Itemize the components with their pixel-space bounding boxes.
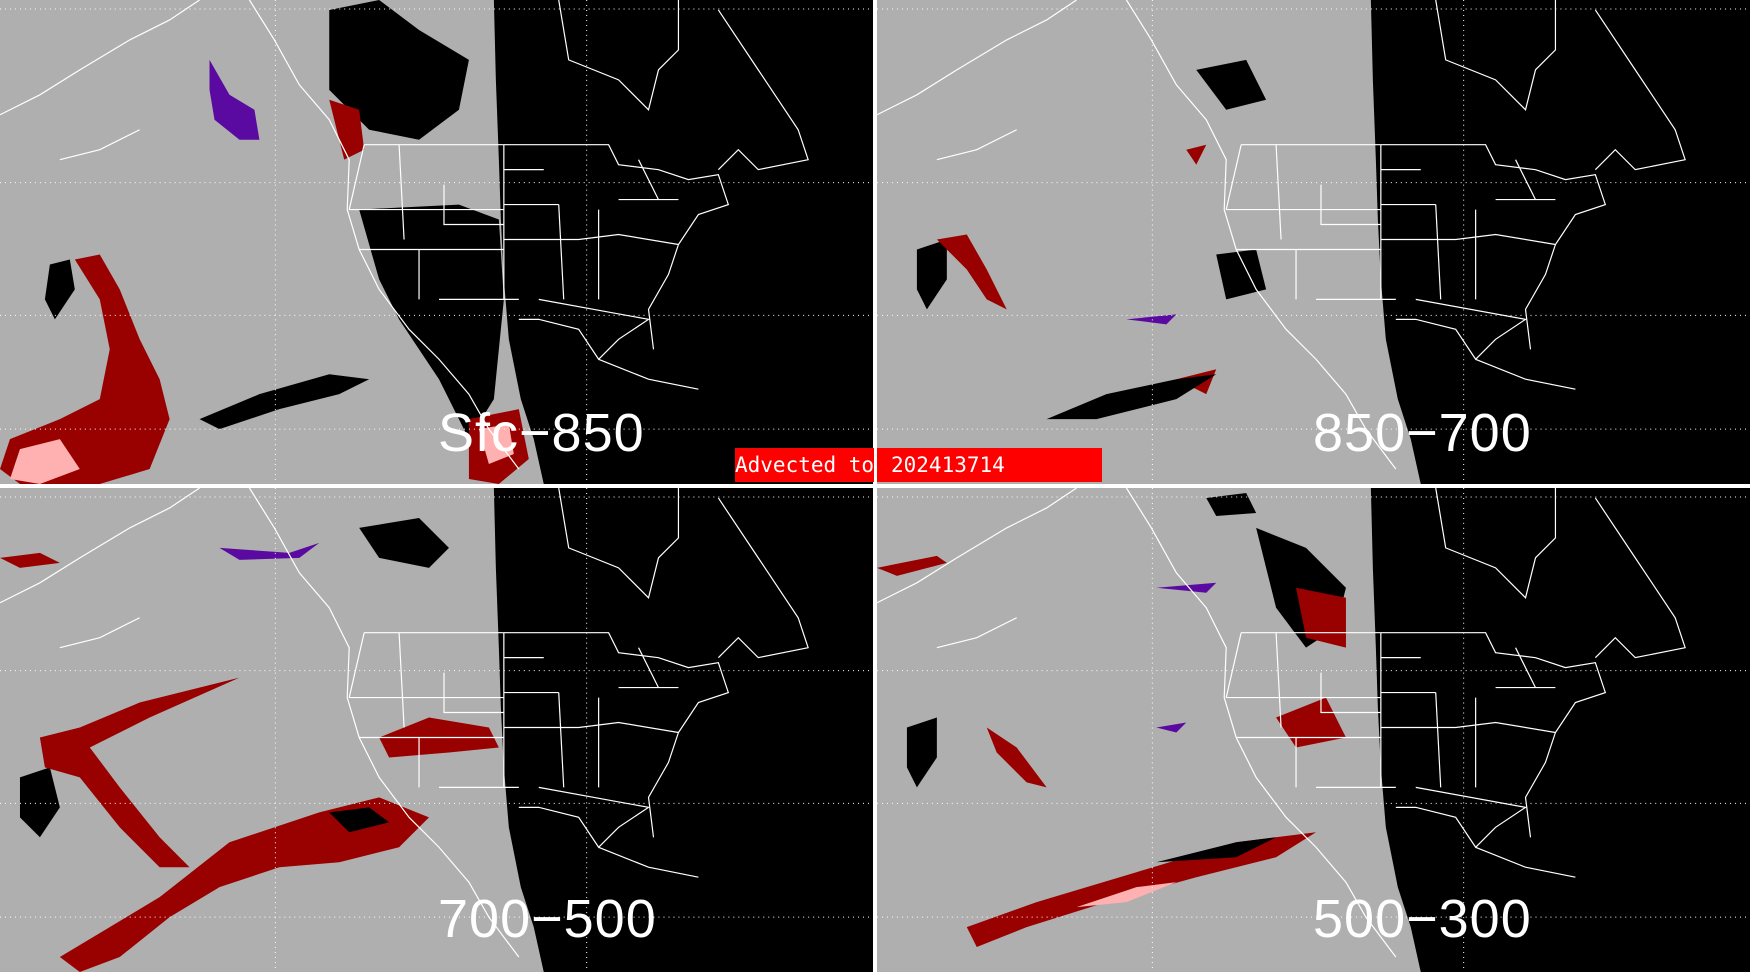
cloud-mask-region bbox=[1196, 59, 1267, 110]
cloud-mask-region bbox=[1046, 374, 1217, 420]
map-outline bbox=[1225, 144, 1396, 300]
map-outline bbox=[1380, 632, 1607, 878]
panel-label: 850−700 bbox=[1313, 403, 1532, 463]
map-850-700 bbox=[877, 0, 1750, 484]
cloud-mask-region bbox=[1206, 492, 1257, 516]
cloud-mask-region bbox=[0, 254, 170, 484]
panel-divider bbox=[874, 448, 877, 482]
panel-850-700: 850−700 bbox=[877, 0, 1750, 484]
map-outline bbox=[503, 144, 730, 390]
cloud-mask-region bbox=[39, 677, 240, 868]
cloud-mask-region bbox=[1156, 837, 1277, 863]
cloud-mask-region bbox=[478, 424, 514, 465]
map-outline bbox=[348, 632, 519, 788]
cloud-mask-region bbox=[329, 807, 390, 833]
banner-prefix: Advected to bbox=[735, 453, 875, 477]
night-region bbox=[493, 488, 873, 972]
map-outline bbox=[1225, 632, 1396, 788]
cloud-mask-region bbox=[359, 517, 449, 568]
cloud-mask-region bbox=[906, 717, 937, 788]
advected-time-banner: Advected to 202413714 bbox=[735, 448, 1102, 482]
cloud-mask-region bbox=[359, 204, 504, 440]
map-outline bbox=[1125, 488, 1397, 958]
map-500-300 bbox=[877, 488, 1750, 972]
night-region bbox=[493, 0, 873, 484]
cloud-mask-region bbox=[0, 552, 60, 568]
panel-sfc-850: Sfc−850 bbox=[0, 0, 873, 484]
map-outline bbox=[0, 488, 200, 649]
cloud-mask-region bbox=[1186, 144, 1207, 165]
night-region bbox=[1370, 0, 1750, 484]
cloud-mask-region bbox=[916, 239, 947, 310]
map-outline bbox=[1380, 144, 1607, 390]
panel-500-300: 500−300 bbox=[877, 488, 1750, 972]
banner-time: 202413714 bbox=[891, 453, 1005, 477]
map-outline bbox=[558, 488, 809, 659]
night-region bbox=[1370, 488, 1750, 972]
cloud-mask-region bbox=[329, 99, 365, 160]
cloud-mask-region bbox=[329, 0, 469, 140]
map-outline bbox=[1435, 0, 1686, 171]
cloud-mask-region bbox=[986, 727, 1047, 788]
cloud-mask-region bbox=[19, 767, 60, 838]
cloud-mask-region bbox=[1156, 582, 1217, 593]
map-outline bbox=[1125, 0, 1397, 470]
map-outline bbox=[1435, 488, 1686, 659]
cloud-mask-region bbox=[877, 555, 947, 576]
cloud-mask-region bbox=[199, 374, 370, 430]
cloud-mask-region bbox=[219, 542, 320, 560]
cloud-mask-region bbox=[44, 259, 75, 320]
map-outline bbox=[0, 0, 200, 161]
map-outline bbox=[558, 0, 809, 171]
map-outline bbox=[348, 144, 519, 300]
cloud-mask-region bbox=[1126, 314, 1177, 325]
cloud-mask-region bbox=[1076, 882, 1177, 908]
cloud-mask-region bbox=[9, 439, 80, 484]
panel-label: 500−300 bbox=[1313, 889, 1532, 949]
cloud-mask-region bbox=[1276, 697, 1346, 748]
map-outline bbox=[877, 0, 1077, 161]
cloud-mask-region bbox=[209, 59, 260, 140]
map-sfc-850 bbox=[0, 0, 873, 484]
map-outline bbox=[877, 488, 1077, 649]
map-700-500 bbox=[0, 488, 873, 972]
panel-label: 700−500 bbox=[438, 889, 657, 949]
cloud-mask-region bbox=[59, 797, 430, 972]
cloud-mask-region bbox=[1216, 249, 1267, 300]
cloud-mask-region bbox=[936, 234, 1007, 310]
map-outline bbox=[503, 632, 730, 878]
panel-700-500: 700−500 bbox=[0, 488, 873, 972]
panel-label: Sfc−850 bbox=[438, 403, 645, 463]
cloud-mask-region bbox=[1156, 722, 1187, 733]
